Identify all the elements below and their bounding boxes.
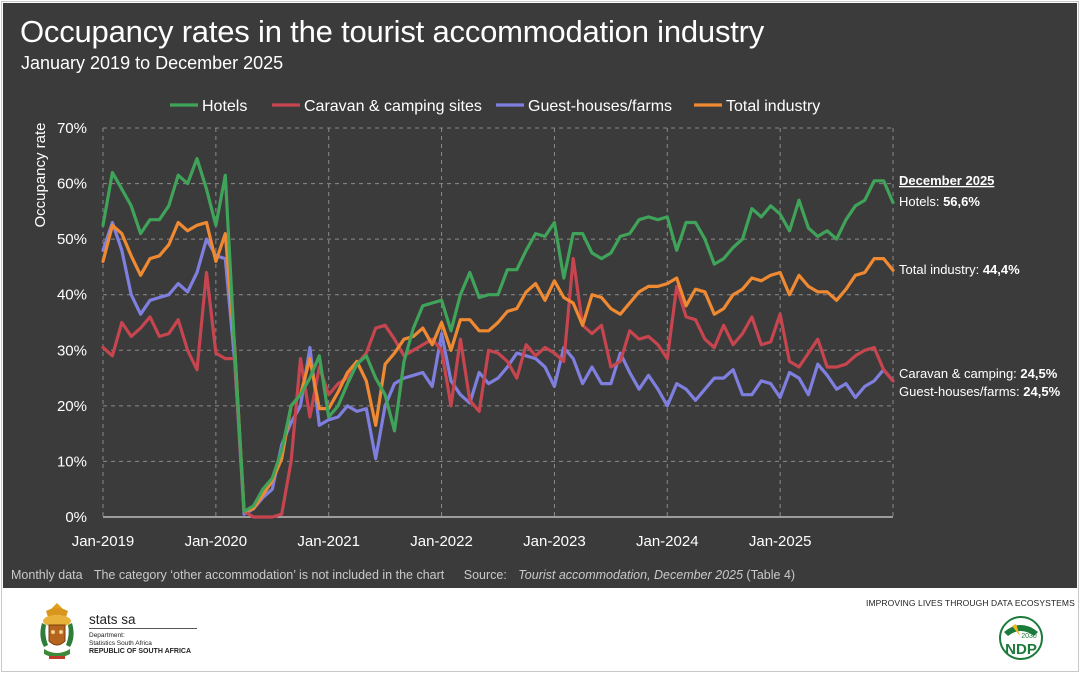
ndp-label: NDP (1005, 641, 1037, 658)
end-label-caravan-text: Caravan & camping: (899, 366, 1020, 381)
source-prefix: Source: (463, 568, 511, 582)
end-label-guest: Guest-houses/farms: 24,5% (899, 384, 1061, 399)
legend-total-label: Total industry (726, 98, 820, 115)
x-tick-label: Jan-2023 (523, 533, 586, 550)
legend-hotels-label: Hotels (202, 98, 247, 115)
line-chart: 0% 10% 20% 30% 40% 50% 60% 70% Jan-2019 Jan-2020 J… (32, 98, 1061, 550)
x-tick-label: Jan-2022 (410, 533, 473, 550)
end-label-total-text: Total industry: (899, 262, 983, 277)
end-label-dec: December 2025 (899, 173, 994, 188)
x-tick-label: Jan-2019 (72, 533, 135, 550)
legend-guest-label: Guest-houses/farms (528, 98, 672, 115)
y-tick-label: 40% (57, 287, 87, 304)
coat-of-arms-icon (40, 603, 74, 659)
end-label-guest-text: Guest-houses/farms: (899, 384, 1023, 399)
y-tick-label: 10% (57, 453, 87, 470)
dept-line-3: REPUBLIC OF SOUTH AFRICA (89, 648, 192, 655)
end-label-dec-text: December 2025 (899, 173, 994, 188)
end-label-total: Total industry: 44,4% (899, 262, 1020, 277)
y-axis-label: Occupancy rate (32, 122, 49, 227)
source-suffix: (Table 4) (742, 568, 796, 582)
divider (89, 628, 197, 629)
end-label-hotels: Hotels: 56,6% (899, 194, 980, 209)
footer-tagline: IMPROVING LIVES THROUGH DATA ECOSYSTEMS (866, 598, 1075, 608)
note-monthly: Monthly data (11, 568, 83, 582)
end-label-guest-value: 24,5% (1023, 384, 1060, 399)
y-tick-label: 0% (65, 509, 87, 526)
series-hotels-line (101, 157, 895, 513)
end-label-caravan-value: 24,5% (1020, 366, 1057, 381)
notes-bar: Monthly data The category ‘other accommo… (11, 568, 811, 582)
y-tick-label: 70% (57, 120, 87, 137)
ndp-2030-logo: 2030 NDP (999, 616, 1043, 660)
legend-caravan-label: Caravan & camping sites (304, 98, 482, 115)
note-exclusion: The category ‘other accommodation’ is no… (93, 568, 445, 582)
end-label-total-value: 44,4% (983, 262, 1020, 277)
x-tick-label: Jan-2024 (636, 533, 699, 550)
series-guest-line (101, 220, 895, 516)
source-note: Source: Tourist accommodation, December … (464, 568, 803, 582)
footer (3, 588, 1077, 670)
org-name: stats sa (89, 612, 136, 627)
source-title: Tourist accommodation, December 2025 (518, 568, 743, 582)
y-tick-label: 60% (57, 176, 87, 193)
dept-line-1: Department: (89, 632, 125, 639)
y-tick-label: 30% (57, 342, 87, 359)
dept-line-2: Statistics South Africa (89, 640, 152, 647)
end-label-hotels-text: Hotels: (899, 194, 943, 209)
end-label-hotels-value: 56,6% (943, 194, 980, 209)
chart-panel (3, 3, 1077, 588)
y-tick-label: 20% (57, 398, 87, 415)
chart-title: Occupancy rates in the tourist accommoda… (20, 14, 765, 49)
chart-subtitle: January 2019 to December 2025 (21, 53, 284, 73)
x-tick-label: Jan-2025 (749, 533, 812, 550)
y-tick-label: 50% (57, 231, 87, 248)
series-total-line (101, 220, 895, 513)
ndp-year: 2030 (1021, 633, 1037, 640)
end-label-caravan: Caravan & camping: 24,5% (899, 366, 1058, 381)
x-tick-label: Jan-2020 (185, 533, 248, 550)
x-tick-label: Jan-2021 (297, 533, 360, 550)
